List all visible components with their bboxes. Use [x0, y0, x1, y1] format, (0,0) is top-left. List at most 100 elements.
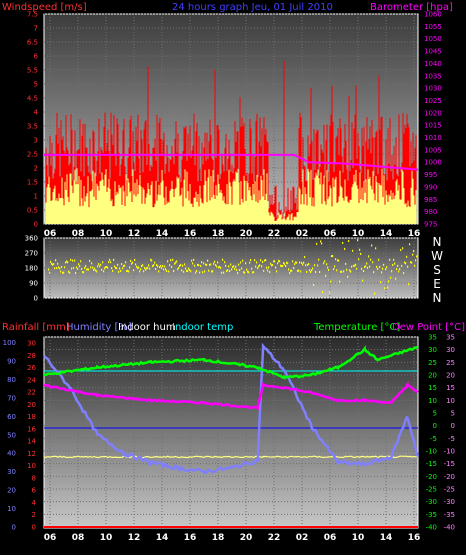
direction-point [247, 270, 249, 273]
direction-point [60, 270, 62, 273]
direction-point [245, 262, 247, 265]
direction-point [172, 258, 174, 261]
windspeed-tick: 7.5 [27, 11, 38, 19]
direction-point [82, 271, 84, 274]
humidity-tick: 100 [3, 339, 16, 347]
direction-point [414, 264, 416, 267]
temperature-line [43, 344, 419, 380]
panel1-x-tick: 18 [212, 229, 225, 239]
direction-point [109, 258, 111, 261]
direction-point [183, 270, 185, 273]
direction-point [212, 270, 214, 273]
humidity-line [43, 342, 420, 475]
direction-point [125, 261, 127, 264]
direction-point [325, 274, 327, 277]
barometer-tick: 1060 [424, 11, 442, 19]
direction-point [67, 261, 69, 264]
direction-point [302, 263, 304, 266]
temperature-tick: 10 [428, 397, 437, 405]
direction-point [235, 265, 237, 268]
direction-point [182, 264, 184, 267]
direction-point [315, 271, 317, 274]
direction-point [277, 262, 279, 265]
panel3-x-tick: 16 [408, 533, 421, 543]
windspeed-tick: 6.5 [27, 39, 38, 47]
direction-point [161, 267, 163, 270]
direction-point [180, 264, 182, 267]
direction-point [94, 267, 96, 270]
direction-point [398, 270, 400, 273]
temperature-tick: 25 [428, 359, 437, 367]
direction-point [273, 260, 275, 263]
rainfall-tick: 30 [27, 340, 36, 348]
windspeed-tick: 1 [34, 193, 38, 201]
direction-point [349, 269, 351, 272]
direction-point [375, 247, 377, 250]
direction-point [91, 262, 93, 265]
dew-point-tick: -35 [444, 511, 455, 519]
direction-point [234, 267, 236, 270]
direction-point [326, 263, 328, 266]
direction-point [272, 263, 274, 266]
direction-label: E [433, 277, 441, 291]
direction-point [242, 259, 244, 262]
direction-point [415, 259, 417, 262]
rainfall-tick: 4 [32, 499, 37, 507]
direction-point [185, 267, 187, 270]
windspeed-tick: 1.5 [27, 179, 38, 187]
direction-point [116, 267, 118, 270]
direction-point [227, 269, 229, 272]
panel3-x-tick: 12 [128, 533, 141, 543]
rainfall-tick: 18 [27, 413, 36, 421]
direction-point [300, 270, 302, 273]
direction-point [173, 269, 175, 272]
panel3-x-tick: 06 [44, 533, 57, 543]
direction-point [193, 258, 195, 261]
direction-point [361, 267, 363, 270]
direction-point [163, 268, 165, 271]
direction-point [85, 265, 87, 268]
direction-point [257, 267, 259, 270]
direction-point [389, 258, 391, 261]
direction-point [306, 270, 308, 273]
windspeed-tick: 4.5 [27, 95, 38, 103]
direction-point [285, 264, 287, 267]
panel1-x-tick: 16 [408, 229, 421, 239]
direction-point [136, 265, 138, 268]
direction-point [70, 258, 72, 261]
panel3-plot-area [43, 336, 419, 529]
direction-point [281, 265, 283, 268]
direction-point [134, 258, 136, 261]
direction-point [255, 265, 257, 268]
direction-point [379, 265, 381, 268]
direction-point [256, 261, 258, 264]
direction-point [365, 265, 367, 268]
dew-point-tick: -20 [444, 473, 455, 481]
barometer-tick: 1000 [424, 159, 442, 167]
direction-point [236, 268, 238, 271]
direction-point [129, 266, 131, 269]
windspeed-tick: 5 [34, 81, 38, 89]
direction-point [71, 267, 73, 270]
direction-point [409, 243, 411, 246]
direction-point [192, 262, 194, 265]
dew-point-label: Dew Point [°C] [392, 322, 465, 333]
direction-point [397, 264, 399, 267]
direction-point [250, 259, 252, 262]
direction-point [239, 268, 241, 271]
direction-point [291, 269, 293, 272]
direction-point [204, 270, 206, 273]
direction-point [377, 267, 379, 270]
direction-point [356, 267, 358, 270]
direction-point [191, 259, 193, 262]
direction-point [216, 265, 218, 268]
direction-point [413, 250, 415, 253]
direction-point [405, 262, 407, 265]
barometer-tick: 1015 [424, 122, 442, 130]
direction-point [154, 261, 156, 264]
dew-point-tick: 25 [446, 359, 455, 367]
direction-point [52, 263, 54, 266]
humidity-tick: 0 [12, 524, 16, 532]
direction-point [320, 240, 322, 243]
direction-point [112, 269, 114, 272]
